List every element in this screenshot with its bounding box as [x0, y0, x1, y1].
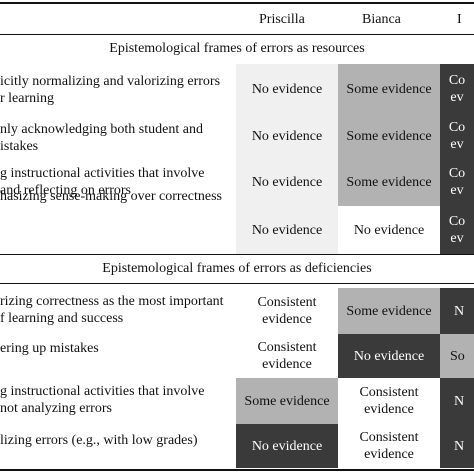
- cell-col3: N: [440, 378, 474, 424]
- cell-bianca: Consistent evidence: [338, 424, 440, 468]
- header-col3: I: [457, 12, 462, 27]
- cell-col3: Co ev: [440, 114, 474, 158]
- row-label-line1: ering up mistakes: [0, 340, 99, 356]
- cell-priscilla: No evidence: [236, 206, 338, 254]
- cell-bianca-line2: evidence: [364, 447, 414, 462]
- row-label-line2: r learning: [0, 91, 55, 106]
- cell-priscilla: Consistent evidence: [236, 334, 338, 378]
- cell-col3-line2: ev: [450, 90, 464, 105]
- row-label-line1: lizing errors (e.g., with low grades): [0, 432, 198, 448]
- row-label: g instructional activities that involve n…: [0, 380, 234, 420]
- cell-col3-line2: ev: [450, 231, 464, 246]
- cell-bianca: Some evidence: [338, 288, 440, 334]
- header-priscilla: Priscilla: [259, 12, 305, 27]
- cell-bianca: No evidence: [338, 334, 440, 378]
- cell-bianca-line1: Consistent: [359, 430, 419, 445]
- cell-col3: Co ev: [440, 64, 474, 114]
- row-label: nly acknowledging both student and istake…: [0, 116, 234, 160]
- row-label: icitly normalizing and valorizing errors…: [0, 68, 234, 112]
- section-resources-heading: Epistemological frames of errors as reso…: [109, 41, 365, 56]
- cell-col3: Co ev: [440, 158, 474, 206]
- row-label-line1: rizing correctness as the most important: [0, 294, 224, 309]
- cell-col3: So: [440, 334, 474, 378]
- cell-col3-line2: ev: [450, 137, 464, 152]
- cell-priscilla: Some evidence: [236, 378, 338, 424]
- cell-bianca: Some evidence: [338, 114, 440, 158]
- row-label-line1: icitly normalizing and valorizing errors: [0, 74, 221, 89]
- cell-priscilla-line2: evidence: [262, 312, 312, 327]
- row-label: rizing correctness as the most important…: [0, 290, 234, 330]
- cell-bianca-line2: evidence: [364, 402, 414, 417]
- section-rule: [0, 254, 474, 255]
- row-label: hasizing sense-making over correctness: [0, 184, 234, 208]
- row-label-line1: nly acknowledging both student and: [0, 122, 203, 137]
- cell-priscilla: No evidence: [236, 64, 338, 114]
- cell-col3-line1: Co: [448, 166, 466, 181]
- row-label: ering up mistakes: [0, 336, 234, 360]
- cell-bianca-line1: Consistent: [359, 385, 419, 400]
- bottom-rule: [0, 469, 474, 471]
- row-label-line2: istakes: [0, 139, 39, 154]
- row-label-line2: not analyzing errors: [0, 401, 112, 416]
- cell-priscilla: No evidence: [236, 424, 338, 468]
- cell-col3-line1: Co: [448, 120, 466, 135]
- row-label: lizing errors (e.g., with low grades): [0, 428, 234, 452]
- cell-col3-line1: Co: [448, 73, 466, 88]
- cell-priscilla: No evidence: [236, 158, 338, 206]
- cell-col3: N: [440, 288, 474, 334]
- cell-bianca: Some evidence: [338, 64, 440, 114]
- row-label-line2: f learning and success: [0, 311, 124, 326]
- row-label-line1: g instructional activities that involve: [0, 166, 205, 181]
- cell-priscilla-line1: Consistent: [257, 295, 317, 310]
- cell-priscilla-line1: Consistent: [257, 340, 317, 355]
- cell-col3-line1: Co: [448, 214, 466, 229]
- cell-bianca: No evidence: [338, 206, 440, 254]
- cell-col3: N: [440, 424, 474, 468]
- header-rule: [0, 34, 474, 35]
- cell-col3-line2: ev: [450, 183, 464, 198]
- cell-bianca: Some evidence: [338, 158, 440, 206]
- cell-priscilla-line2: evidence: [262, 357, 312, 372]
- row-label: g instructional activities that involve a…: [0, 160, 234, 204]
- cell-col3: Co ev: [440, 206, 474, 254]
- cell-priscilla: Consistent evidence: [236, 288, 338, 334]
- section-deficiencies-heading: Epistemological frames of errors as defi…: [102, 261, 372, 276]
- top-rule: [0, 2, 474, 4]
- header-bianca: Bianca: [362, 12, 401, 27]
- cell-bianca: Consistent evidence: [338, 378, 440, 424]
- row-label-line1: g instructional activities that involve: [0, 384, 205, 399]
- row-label-line1: hasizing sense-making over correctness: [0, 188, 222, 204]
- row-label-line2: and reflecting on errors: [0, 183, 131, 198]
- section-rule: [0, 283, 474, 284]
- cell-priscilla: No evidence: [236, 114, 338, 158]
